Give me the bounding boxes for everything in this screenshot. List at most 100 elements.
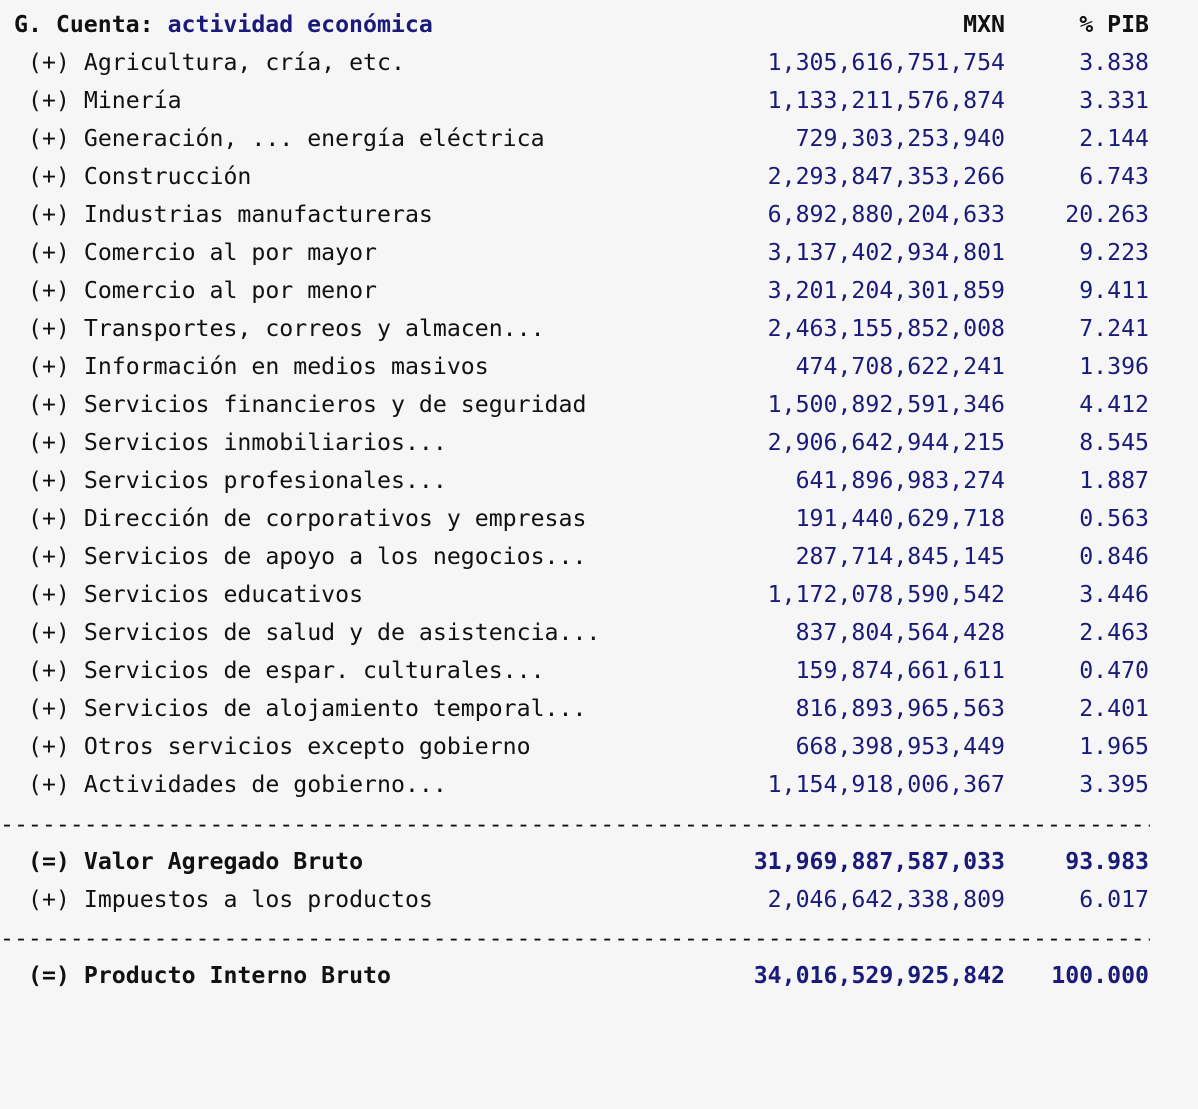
subtotal-row: (=) Valor Agregado Bruto 31,969,887,587,…: [0, 843, 1198, 881]
table-row: (+) Servicios de espar. culturales... 159…: [0, 652, 1198, 690]
row-label: (+) Generación, ... energía eléctrica: [28, 125, 545, 152]
table-row: (+) Servicios de alojamiento temporal...…: [0, 690, 1198, 728]
row-mxn-value: 1,305,616,751,754: [767, 49, 1005, 76]
row-pib-value: 2.401: [1079, 695, 1149, 722]
row-label: (+) Servicios profesionales...: [28, 467, 447, 494]
row-pib-value: 93.983: [1065, 848, 1149, 875]
row-pib-value: 8.545: [1079, 429, 1149, 456]
row-label: (+) Transportes, correos y almacen...: [28, 315, 545, 342]
row-label: (+) Servicios de alojamiento temporal...: [28, 695, 587, 722]
taxes-row: (+) Impuestos a los productos 2,046,642,…: [0, 881, 1198, 919]
row-label: (+) Impuestos a los productos: [28, 886, 433, 913]
row-pib-value: 7.241: [1079, 315, 1149, 342]
table-row: (+) Dirección de corporativos y empresas…: [0, 500, 1198, 538]
row-pib-value: 0.563: [1079, 505, 1149, 532]
row-mxn-value: 2,046,642,338,809: [767, 886, 1005, 913]
row-pib-value: 1.965: [1079, 733, 1149, 760]
row-label: (+) Servicios de apoyo a los negocios...: [28, 543, 587, 570]
table-row: (+) Generación, ... energía eléctrica 729…: [0, 120, 1198, 158]
row-label: (+) Servicios educativos: [28, 581, 364, 608]
row-pib-value: 1.396: [1079, 353, 1149, 380]
header-row: G. Cuenta: actividad económica MXN % PIB: [0, 6, 1198, 44]
row-mxn-value: 474,708,622,241: [795, 353, 1005, 380]
terminal-window: { "header": { "prefix": "G. Cuenta: ", "…: [0, 6, 1198, 995]
row-mxn-value: 3,201,204,301,859: [767, 277, 1005, 304]
row-pib-value: 2.144: [1079, 125, 1149, 152]
row-label: (+) Industrias manufactureras: [28, 201, 433, 228]
row-mxn-value: 2,906,642,944,215: [767, 429, 1005, 456]
column-header-mxn: MXN: [963, 11, 1005, 38]
table-row: (+) Servicios de salud y de asistencia..…: [0, 614, 1198, 652]
table-row: (+) Servicios profesionales... 641,896,98…: [0, 462, 1198, 500]
table-row: (+) Información en medios masivos 474,708…: [0, 348, 1198, 386]
row-pib-value: 9.411: [1079, 277, 1149, 304]
row-label: (+) Comercio al por mayor: [28, 239, 378, 266]
row-label: (+) Agricultura, cría, etc.: [28, 49, 405, 76]
row-mxn-value: 837,804,564,428: [795, 619, 1005, 646]
row-mxn-value: 1,500,892,591,346: [767, 391, 1005, 418]
separator-line: ----------------------------------------…: [0, 925, 1150, 952]
row-mxn-value: 729,303,253,940: [795, 125, 1005, 152]
row-label: (=) Valor Agregado Bruto: [28, 848, 364, 875]
row-label: (=) Producto Interno Bruto: [28, 962, 391, 989]
row-pib-value: 20.263: [1065, 201, 1149, 228]
row-label: (+) Otros servicios excepto gobierno: [28, 733, 531, 760]
table-row: (+) Construcción 2,293,847,353,266 6.743: [0, 158, 1198, 196]
row-pib-value: 3.446: [1079, 581, 1149, 608]
row-pib-value: 0.470: [1079, 657, 1149, 684]
header-prefix: G. Cuenta:: [14, 11, 168, 38]
row-mxn-value: 2,293,847,353,266: [767, 163, 1005, 190]
row-label: (+) Minería: [28, 87, 182, 114]
separator-line: ----------------------------------------…: [0, 811, 1150, 838]
row-pib-value: 4.412: [1079, 391, 1149, 418]
row-pib-value: 3.331: [1079, 87, 1149, 114]
row-label: (+) Dirección de corporativos y empresas: [28, 505, 587, 532]
row-mxn-value: 668,398,953,449: [795, 733, 1005, 760]
row-pib-value: 100.000: [1051, 962, 1149, 989]
column-header-pib: % PIB: [1079, 11, 1149, 38]
row-label: (+) Construcción: [28, 163, 252, 190]
row-pib-value: 9.223: [1079, 239, 1149, 266]
table-row: (+) Agricultura, cría, etc. 1,305,616,751…: [0, 44, 1198, 82]
row-label: (+) Servicios de salud y de asistencia..…: [28, 619, 601, 646]
total-row: (=) Producto Interno Bruto 34,016,529,92…: [0, 957, 1198, 995]
row-mxn-value: 191,440,629,718: [795, 505, 1005, 532]
row-label: (+) Servicios de espar. culturales...: [28, 657, 545, 684]
table-row: (+) Servicios financieros y de seguridad…: [0, 386, 1198, 424]
row-mxn-value: 3,137,402,934,801: [767, 239, 1005, 266]
row-mxn-value: 31,969,887,587,033: [753, 848, 1005, 875]
table-row: (+) Servicios educativos 1,172,078,590,54…: [0, 576, 1198, 614]
table-row: (+) Actividades de gobierno... 1,154,918,…: [0, 766, 1198, 804]
table-row: (+) Comercio al por mayor 3,137,402,934,8…: [0, 234, 1198, 272]
table-row: (+) Comercio al por menor 3,201,204,301,8…: [0, 272, 1198, 310]
row-pib-value: 1.887: [1079, 467, 1149, 494]
table-row: (+) Transportes, correos y almacen... 2,4…: [0, 310, 1198, 348]
row-label: (+) Servicios inmobiliarios...: [28, 429, 447, 456]
row-label: (+) Actividades de gobierno...: [28, 771, 447, 798]
row-mxn-value: 1,154,918,006,367: [767, 771, 1005, 798]
row-pib-value: 2.463: [1079, 619, 1149, 646]
row-mxn-value: 6,892,880,204,633: [767, 201, 1005, 228]
row-mxn-value: 287,714,845,145: [795, 543, 1005, 570]
row-mxn-value: 1,133,211,576,874: [767, 87, 1005, 114]
row-label: (+) Comercio al por menor: [28, 277, 378, 304]
row-mxn-value: 2,463,155,852,008: [767, 315, 1005, 342]
table-row: (+) Minería 1,133,211,576,874 3.331: [0, 82, 1198, 120]
table-row: (+) Servicios de apoyo a los negocios...…: [0, 538, 1198, 576]
row-mxn-value: 159,874,661,611: [795, 657, 1005, 684]
row-mxn-value: 1,172,078,590,542: [767, 581, 1005, 608]
row-pib-value: 6.017: [1079, 886, 1149, 913]
row-pib-value: 3.395: [1079, 771, 1149, 798]
table-row: (+) Industrias manufactureras 6,892,880,2…: [0, 196, 1198, 234]
row-mxn-value: 816,893,965,563: [795, 695, 1005, 722]
row-mxn-value: 34,016,529,925,842: [753, 962, 1005, 989]
table-row: (+) Servicios inmobiliarios... 2,906,642,…: [0, 424, 1198, 462]
header-title: G. Cuenta: actividad económica: [14, 6, 433, 44]
row-label: (+) Información en medios masivos: [28, 353, 489, 380]
account-name: actividad económica: [167, 11, 433, 38]
row-pib-value: 0.846: [1079, 543, 1149, 570]
row-label: (+) Servicios financieros y de seguridad: [28, 391, 587, 418]
table-row: (+) Otros servicios excepto gobierno 668,…: [0, 728, 1198, 766]
row-pib-value: 6.743: [1079, 163, 1149, 190]
row-pib-value: 3.838: [1079, 49, 1149, 76]
